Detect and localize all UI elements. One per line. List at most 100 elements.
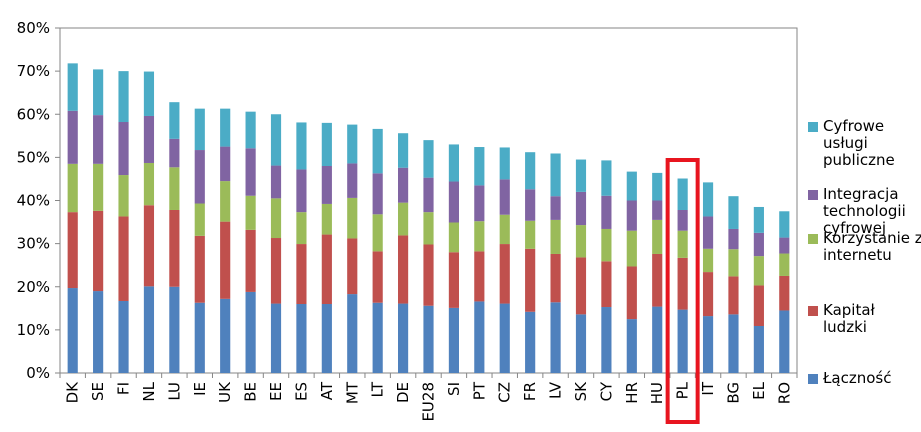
bar-bg-s0 <box>728 314 739 373</box>
bar-ro-s4 <box>779 211 790 238</box>
bar-uk-s3 <box>220 146 231 182</box>
x-tick-label: IT <box>699 381 717 395</box>
bar-el-s4 <box>753 206 764 233</box>
bar-fi-s1 <box>118 216 129 301</box>
bar-mt-s4 <box>347 124 358 164</box>
bar-eu28-s2 <box>423 212 434 245</box>
bar-at-s2 <box>321 203 332 235</box>
bar-uk-s0 <box>220 298 231 373</box>
bar-be-s0 <box>245 291 256 373</box>
bar-es-s2 <box>296 212 307 245</box>
bar-si-s4 <box>448 144 459 182</box>
bar-ie-s3 <box>194 150 205 204</box>
bar-be-s4 <box>245 111 256 149</box>
bar-lu-s4 <box>169 102 180 139</box>
bar-hr-s0 <box>626 319 637 373</box>
x-tick-label: HR <box>623 382 641 404</box>
bar-it-s2 <box>702 248 714 273</box>
bar-pt-s3 <box>474 185 485 222</box>
bar-mt-s1 <box>347 238 358 295</box>
x-tick-label: LT <box>369 381 387 397</box>
bar-ro-s2 <box>779 253 790 276</box>
bar-pl-s0 <box>677 309 688 373</box>
bar-lt-s1 <box>372 251 383 303</box>
bar-cy-s2 <box>601 228 612 262</box>
bar-dk-s2 <box>67 163 78 213</box>
bar-si-s3 <box>448 181 459 223</box>
bar-si-s0 <box>448 307 459 373</box>
bar-de-s1 <box>398 235 409 304</box>
bar-at-s1 <box>321 234 332 304</box>
bar-uk-s2 <box>220 181 231 222</box>
legend-item-integracja: Integracja technologii cyfrowej <box>808 186 921 237</box>
x-tick-label: PL <box>674 381 692 399</box>
bar-at-s4 <box>321 122 332 166</box>
bar-se-s2 <box>93 163 104 211</box>
bar-nl-s4 <box>143 71 155 116</box>
bar-sk-s4 <box>575 159 587 192</box>
bar-cz-s1 <box>499 244 510 304</box>
bar-fr-s2 <box>525 220 536 249</box>
bar-hu-s4 <box>652 172 663 201</box>
legend-item-lacznosc: Łączność <box>808 370 921 387</box>
y-tick-label: 0% <box>26 364 50 382</box>
bar-mt-s3 <box>347 163 358 198</box>
bar-lu-s3 <box>169 138 180 168</box>
x-tick-label: AT <box>318 381 336 400</box>
legend-swatch <box>808 234 818 244</box>
bar-it-s4 <box>702 182 714 217</box>
bar-dk-s1 <box>67 212 78 289</box>
x-tick-label: FI <box>115 382 133 395</box>
bar-sk-s3 <box>575 191 587 226</box>
bar-ro-s3 <box>779 237 790 254</box>
bar-pl-s4 <box>677 178 688 210</box>
bar-cy-s4 <box>601 160 612 196</box>
x-tick-label: EL <box>750 381 768 399</box>
bar-ee-s2 <box>270 198 282 239</box>
bar-fr-s4 <box>525 152 536 190</box>
bar-de-s0 <box>398 303 409 373</box>
bar-de-s4 <box>398 133 409 168</box>
bar-pt-s1 <box>474 251 485 302</box>
x-tick-label: RO <box>775 382 793 404</box>
bar-lv-s2 <box>550 219 561 254</box>
bar-it-s3 <box>702 216 714 249</box>
bar-at-s3 <box>321 166 332 204</box>
x-axis: DK SE FI NL LU IE UK BE EE ES AT MT LT DE EU28 SI PT CZ FR… <box>59 373 798 422</box>
bar-ee-s3 <box>270 165 282 199</box>
bar-hr-s3 <box>626 200 637 231</box>
bar-eu28-s4 <box>423 140 434 178</box>
legend-item-korzystanie: Korzystanie z internetu <box>808 230 921 264</box>
y-tick-label: 40% <box>17 192 50 210</box>
bar-hu-s1 <box>652 253 663 307</box>
x-tick-label: LU <box>165 382 183 401</box>
bar-bg-s1 <box>728 276 739 315</box>
legend-label: Kapitał ludzki <box>823 301 875 336</box>
bar-lt-s0 <box>372 302 383 373</box>
x-tick-label: ES <box>292 382 310 401</box>
legend-swatch <box>808 190 818 200</box>
bar-mt-s0 <box>347 294 358 373</box>
bar-fr-s1 <box>525 248 536 312</box>
bar-el-s3 <box>753 232 764 257</box>
legend-label: Korzystanie z internetu <box>823 229 921 264</box>
bar-eu28-s0 <box>423 305 434 373</box>
x-tick-label: NL <box>140 381 158 401</box>
bar-ie-s4 <box>194 108 205 151</box>
bar-nl-s2 <box>143 162 155 206</box>
bar-fr-s3 <box>525 189 536 221</box>
bar-si-s1 <box>448 252 459 308</box>
bar-lu-s0 <box>169 286 180 373</box>
bar-uk-s1 <box>220 221 231 299</box>
bar-lu-s2 <box>169 167 180 210</box>
bar-lu-s1 <box>169 209 180 287</box>
bar-ee-s0 <box>270 303 282 373</box>
bar-fi-s3 <box>118 122 129 176</box>
legend-label: Integracja technologii cyfrowej <box>823 185 906 237</box>
x-tick-label: HU <box>648 382 666 404</box>
bars <box>67 63 790 373</box>
bar-cz-s4 <box>499 147 510 180</box>
bar-ee-s1 <box>270 238 282 304</box>
bar-sk-s1 <box>575 257 587 315</box>
x-tick-label: FR <box>521 382 539 401</box>
